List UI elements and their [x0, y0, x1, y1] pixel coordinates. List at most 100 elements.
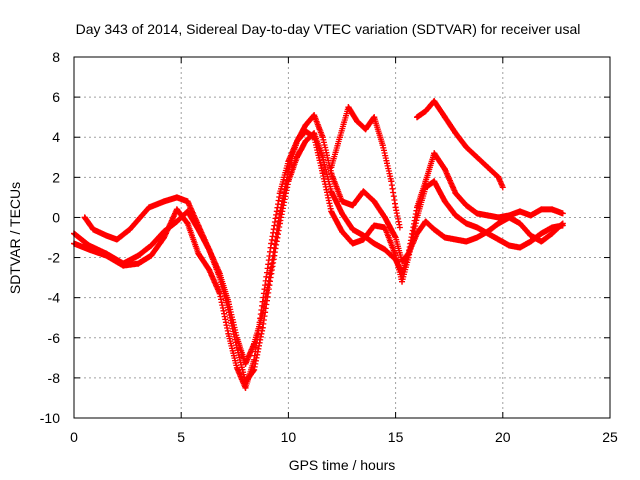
data-point — [345, 104, 352, 111]
data-point — [422, 178, 429, 185]
data-point — [319, 134, 326, 141]
data-point — [103, 232, 110, 239]
data-point — [431, 226, 438, 233]
data-point — [484, 212, 491, 219]
data-point — [146, 204, 153, 211]
data-point — [527, 212, 534, 219]
y-tick-label: -4 — [48, 290, 61, 306]
data-point — [463, 238, 470, 245]
data-point — [135, 252, 142, 259]
data-point — [328, 208, 335, 215]
data-point — [285, 168, 292, 175]
data-point — [388, 178, 395, 185]
data-point — [216, 270, 223, 277]
y-axis-label: SDTVAR / TECUs — [7, 182, 23, 294]
data-point — [311, 134, 318, 141]
data-point — [328, 188, 335, 195]
data-point — [233, 334, 240, 341]
data-point — [268, 264, 275, 271]
y-tick-label: -2 — [48, 250, 61, 266]
data-point — [506, 242, 513, 249]
data-point — [516, 220, 523, 227]
data-point — [452, 130, 459, 137]
data-point — [559, 210, 566, 217]
data-point — [414, 114, 421, 121]
data-point — [474, 154, 481, 161]
data-point — [463, 144, 470, 151]
data-point — [549, 224, 556, 231]
data-point — [495, 236, 502, 243]
data-point — [527, 232, 534, 239]
data-point — [431, 178, 438, 185]
data-point — [452, 190, 459, 197]
data-point — [396, 224, 403, 231]
data-point — [392, 234, 399, 241]
data-point — [251, 356, 258, 363]
data-point — [184, 198, 191, 205]
data-point — [495, 174, 502, 181]
data-point — [225, 330, 232, 337]
data-point — [184, 220, 191, 227]
data-point — [242, 360, 249, 367]
data-point — [414, 204, 421, 211]
data-point — [559, 222, 566, 229]
x-tick-label: 25 — [602, 429, 618, 445]
data-point — [441, 198, 448, 205]
data-point — [463, 220, 470, 227]
data-point — [392, 204, 399, 211]
data-point — [251, 340, 258, 347]
data-point — [216, 290, 223, 297]
data-point — [499, 184, 506, 191]
data-point — [516, 244, 523, 251]
grid-lines — [74, 57, 610, 418]
series-track-3 — [81, 112, 566, 367]
y-tick-label: -10 — [40, 410, 60, 426]
data-point — [371, 222, 378, 229]
data-point — [362, 126, 369, 133]
data-point — [148, 252, 155, 259]
data-point — [405, 250, 412, 257]
data-point — [431, 150, 438, 157]
data-point — [538, 230, 545, 237]
data-point — [161, 234, 168, 241]
data-point — [441, 166, 448, 173]
data-point — [549, 230, 556, 237]
data-point — [399, 278, 406, 285]
data-point — [135, 260, 142, 267]
data-point — [206, 246, 213, 253]
data-point — [81, 214, 88, 221]
y-tick-label: 0 — [52, 209, 60, 225]
data-point — [206, 266, 213, 273]
data-point — [452, 236, 459, 243]
data-point — [339, 228, 345, 235]
data-point — [339, 198, 345, 205]
data-point — [463, 202, 470, 209]
x-axis-label: GPS time / hours — [289, 457, 396, 473]
data-point — [474, 234, 481, 241]
data-point — [354, 118, 361, 125]
data-point — [441, 234, 448, 241]
y-tick-label: 6 — [52, 89, 60, 105]
data-point — [161, 198, 168, 205]
data-point — [233, 364, 240, 371]
data-point — [381, 246, 388, 253]
data-point — [474, 224, 481, 231]
data-point — [349, 202, 356, 209]
data-point — [336, 134, 343, 141]
y-tick-label: -8 — [48, 370, 61, 386]
data-point — [126, 226, 133, 233]
data-point — [311, 112, 318, 119]
data-point — [173, 206, 180, 213]
data-point — [474, 210, 481, 217]
data-point — [90, 226, 97, 233]
data-point — [495, 220, 502, 227]
x-tick-label: 15 — [388, 429, 404, 445]
data-point — [148, 242, 155, 249]
axis-ticks — [73, 56, 611, 419]
x-tick-label: 10 — [281, 429, 297, 445]
data-point — [381, 214, 388, 221]
data-point — [319, 170, 326, 177]
data-point — [422, 218, 429, 225]
data-point — [538, 206, 545, 213]
